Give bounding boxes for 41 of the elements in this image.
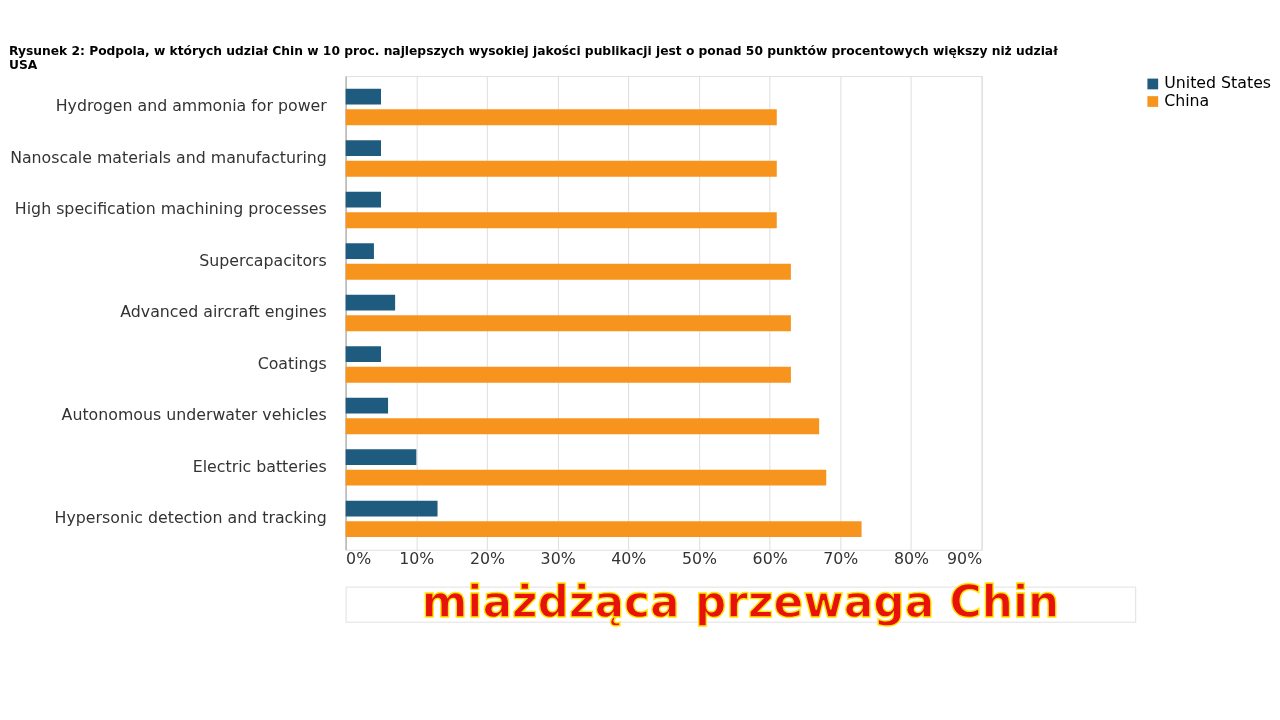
x-tick-label: 0% (346, 549, 372, 569)
bar (345, 449, 417, 466)
y-tick-label: Hypersonic detection and tracking (54, 508, 327, 528)
bar (345, 346, 381, 363)
bar (345, 88, 381, 105)
y-tick-label: Electric batteries (192, 456, 327, 476)
x-tick-label: 70% (823, 549, 859, 569)
bar (345, 366, 791, 383)
x-tick-label: 60% (752, 549, 788, 569)
x-tick-label: 80% (893, 549, 930, 569)
legend-label: China (1164, 90, 1210, 110)
bar (345, 191, 381, 208)
x-tick-label: 20% (469, 549, 505, 569)
x-tick-label: 10% (399, 549, 435, 569)
y-tick-label: Nanoscale materials and manufacturing (10, 147, 327, 167)
bar (345, 500, 438, 517)
x-tick-label: 30% (540, 549, 576, 569)
legend-label: United States (1164, 73, 1272, 93)
y-tick-label: Coatings (257, 353, 327, 373)
bar (345, 294, 396, 311)
x-tick-label: 40% (611, 549, 647, 569)
bar (345, 397, 389, 414)
bar (345, 212, 777, 229)
bar (345, 109, 777, 126)
text: miażdżąca przewaga Chin (421, 576, 1060, 628)
bar (345, 469, 827, 486)
y-tick-label: Autonomous underwater vehicles (61, 405, 327, 425)
x-tick-label: 50% (681, 549, 717, 569)
y-tick-label: High specification machining processes (14, 199, 327, 219)
bar (345, 315, 791, 332)
bar (345, 160, 777, 177)
bar (345, 263, 791, 280)
bar (345, 521, 862, 538)
chart-title: Rysunek 2: Podpola, w których udział Chin w 10 proc. najlepszych wysokiej jakości publikacji jest o ponad 50 punktów procentowych większy niż udział USA (9, 44, 1059, 73)
y-tick-label: Hydrogen and ammonia for power (55, 96, 328, 116)
bar (345, 243, 374, 260)
bar (345, 418, 820, 435)
x-tick-label: 90% (947, 549, 983, 569)
bar (345, 140, 381, 157)
y-tick-label: Supercapacitors (199, 250, 327, 270)
y-tick-label: Advanced aircraft engines (120, 302, 327, 322)
